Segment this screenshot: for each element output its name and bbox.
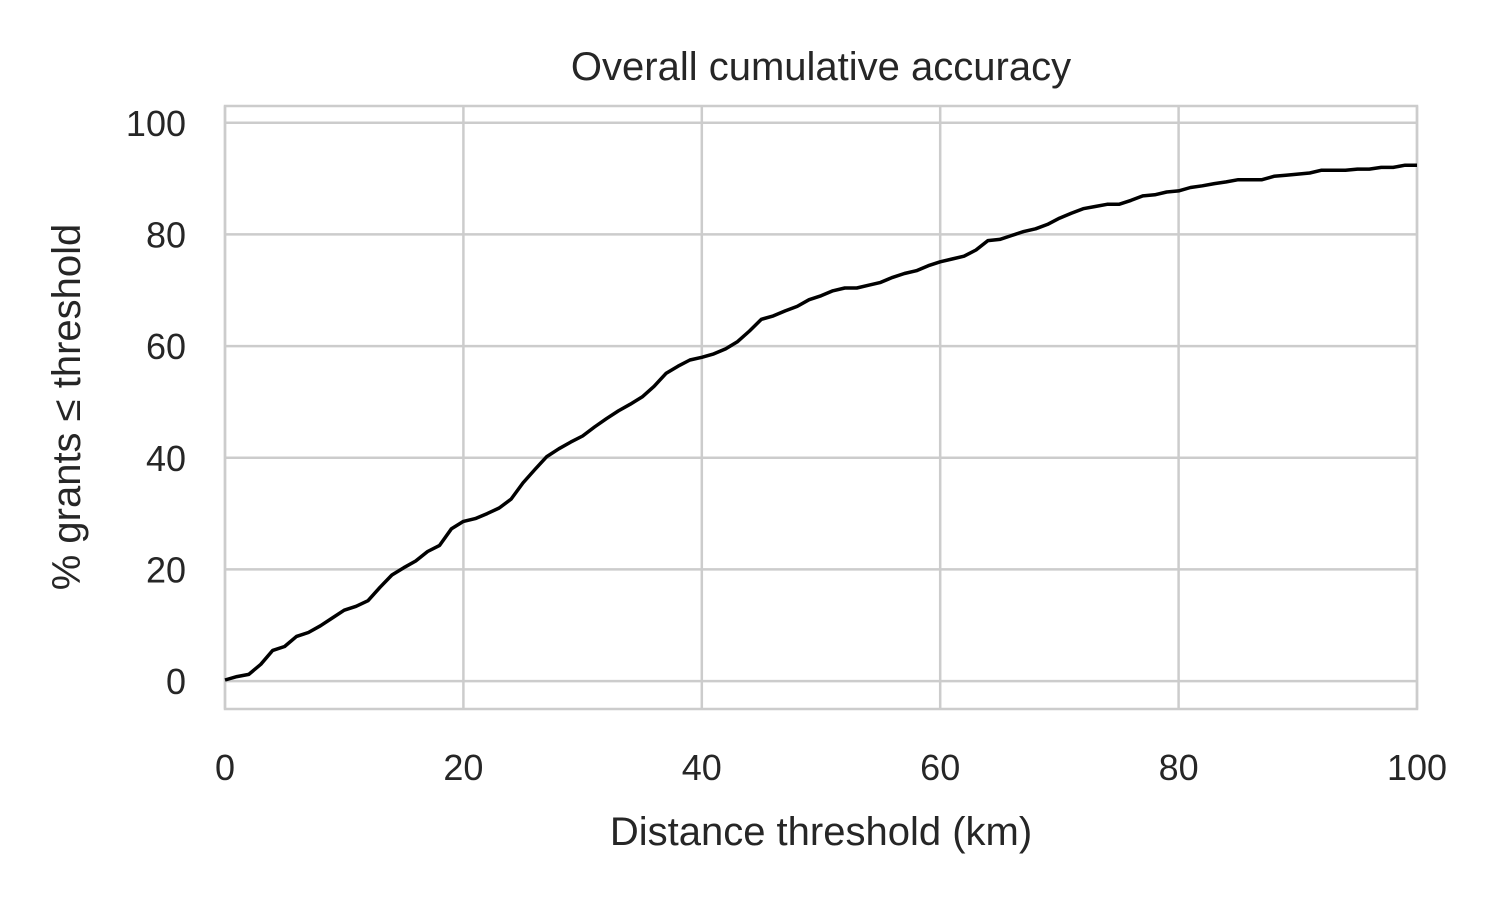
cumulative-accuracy-line xyxy=(224,163,1417,682)
y-tick-label: 40 xyxy=(146,438,186,479)
plot-frame xyxy=(223,104,1419,711)
x-tick-label: 80 xyxy=(1159,747,1199,788)
x-tick-label: 20 xyxy=(443,747,483,788)
x-tick-label: 40 xyxy=(682,747,722,788)
x-tick-label: 0 xyxy=(215,747,235,788)
y-tick-label: 80 xyxy=(146,214,186,255)
x-tick-label: 100 xyxy=(1387,747,1447,788)
grid xyxy=(223,106,1419,709)
chart-title: Overall cumulative accuracy xyxy=(571,45,1071,89)
x-tick-labels: 0 20 40 60 80 100 xyxy=(215,747,1447,788)
x-tick-label: 60 xyxy=(920,747,960,788)
y-axis-label: % grants ≤ threshold xyxy=(45,224,89,591)
y-tick-label: 20 xyxy=(146,549,186,590)
x-axis-label: Distance threshold (km) xyxy=(610,810,1032,854)
y-tick-label: 100 xyxy=(126,103,186,144)
series-layer xyxy=(224,163,1417,682)
y-tick-label: 0 xyxy=(166,661,186,702)
y-tick-labels: 0 20 40 60 80 100 xyxy=(126,103,186,702)
y-tick-label: 60 xyxy=(146,326,186,367)
